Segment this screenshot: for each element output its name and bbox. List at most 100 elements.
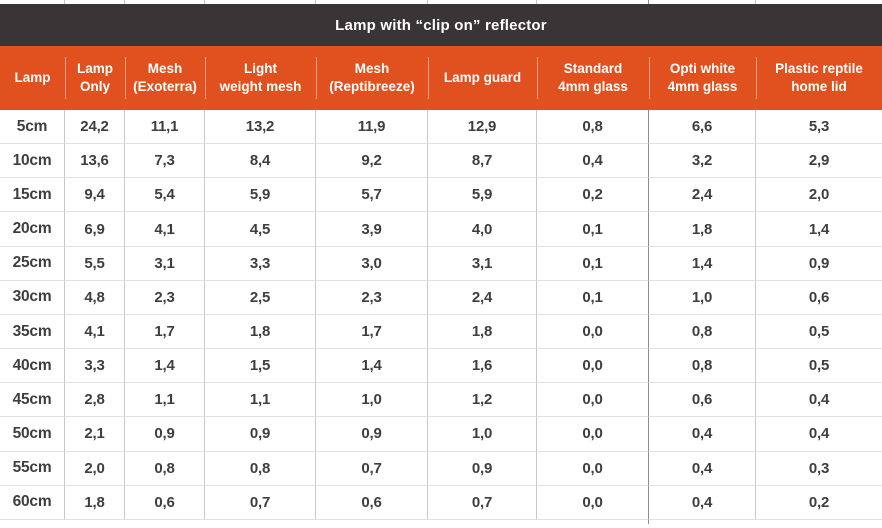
value-cell-15cm-light-weight-mesh: 5,9 bbox=[205, 178, 316, 213]
value-cell-60cm-opti-white-4mm-glass: 0,4 bbox=[649, 485, 756, 520]
value-cell-10cm-light-weight-mesh: 8,4 bbox=[205, 144, 316, 179]
table-body: 5cm 24,2 11,1 13,2 11,9 12,9 0,8 6,6 5,3 10cm 13,6… bbox=[0, 110, 882, 520]
value-cell-15cm-standard-4mm-glass: 0,2 bbox=[537, 178, 649, 213]
value-cell-50cm-lamp-guard: 1,0 bbox=[428, 417, 537, 452]
value-cell-25cm-light-weight-mesh: 3,3 bbox=[205, 246, 316, 281]
value-cell-30cm-lamp-guard: 2,4 bbox=[428, 280, 537, 315]
value-cell-35cm-mesh-reptibreeze: 1,7 bbox=[316, 314, 428, 350]
value-cell-45cm-lamp-only: 2,8 bbox=[65, 383, 125, 418]
column-border-tick bbox=[537, 0, 649, 4]
value-cell-35cm-mesh-exoterra: 1,7 bbox=[125, 314, 205, 350]
column-header-opti-white-4mm-glass: Opti white 4mm glass bbox=[649, 46, 757, 110]
value-cell-50cm-mesh-reptibreeze: 0,9 bbox=[316, 417, 428, 452]
value-cell-40cm-plastic-reptile-home-lid: 0,5 bbox=[756, 349, 882, 384]
value-cell-20cm-standard-4mm-glass: 0,1 bbox=[537, 212, 649, 247]
column-header-mesh-reptibreeze: Mesh (Reptibreeze) bbox=[316, 46, 429, 110]
value-cell-60cm-mesh-exoterra: 0,6 bbox=[125, 485, 205, 520]
value-cell-25cm-standard-4mm-glass: 0,1 bbox=[537, 246, 649, 281]
dark-divider-tick bbox=[648, 520, 649, 524]
value-cell-5cm-light-weight-mesh: 13,2 bbox=[205, 110, 316, 145]
row-label-10cm: 10cm bbox=[0, 144, 65, 179]
column-header-light-weight-mesh: Light weight mesh bbox=[205, 46, 317, 110]
value-cell-40cm-mesh-exoterra: 1,4 bbox=[125, 349, 205, 384]
value-cell-15cm-mesh-reptibreeze: 5,7 bbox=[316, 178, 428, 213]
value-cell-25cm-lamp-guard: 3,1 bbox=[428, 246, 537, 281]
value-cell-15cm-lamp-guard: 5,9 bbox=[428, 178, 537, 213]
value-cell-10cm-standard-4mm-glass: 0,4 bbox=[537, 144, 649, 179]
column-border-tick bbox=[65, 0, 125, 4]
value-cell-30cm-plastic-reptile-home-lid: 0,6 bbox=[756, 281, 882, 315]
value-cell-10cm-mesh-reptibreeze: 9,2 bbox=[316, 144, 428, 179]
value-cell-5cm-opti-white-4mm-glass: 6,6 bbox=[649, 110, 756, 145]
value-cell-45cm-light-weight-mesh: 1,1 bbox=[205, 383, 316, 418]
column-header-standard-4mm-glass: Standard 4mm glass bbox=[537, 46, 650, 110]
value-cell-35cm-opti-white-4mm-glass: 0,8 bbox=[649, 314, 756, 350]
column-border-tick bbox=[649, 0, 756, 4]
value-cell-55cm-plastic-reptile-home-lid: 0,3 bbox=[756, 452, 882, 486]
value-cell-50cm-light-weight-mesh: 0,9 bbox=[205, 417, 316, 452]
value-cell-45cm-opti-white-4mm-glass: 0,6 bbox=[649, 383, 756, 418]
value-cell-60cm-lamp-guard: 0,7 bbox=[428, 485, 537, 520]
value-cell-60cm-plastic-reptile-home-lid: 0,2 bbox=[756, 486, 882, 520]
value-cell-35cm-standard-4mm-glass: 0,0 bbox=[537, 314, 649, 350]
value-cell-20cm-lamp-guard: 4,0 bbox=[428, 212, 537, 247]
value-cell-30cm-mesh-exoterra: 2,3 bbox=[125, 280, 205, 315]
value-cell-25cm-mesh-exoterra: 3,1 bbox=[125, 246, 205, 281]
column-border-tick bbox=[316, 0, 428, 4]
value-cell-25cm-mesh-reptibreeze: 3,0 bbox=[316, 246, 428, 281]
value-cell-15cm-mesh-exoterra: 5,4 bbox=[125, 178, 205, 213]
value-cell-50cm-lamp-only: 2,1 bbox=[65, 417, 125, 452]
value-cell-25cm-lamp-only: 5,5 bbox=[65, 246, 125, 281]
value-cell-45cm-lamp-guard: 1,2 bbox=[428, 383, 537, 418]
column-header-plastic-reptile-home-lid: Plastic reptile home lid bbox=[775, 61, 863, 94]
value-cell-15cm-lamp-only: 9,4 bbox=[65, 178, 125, 213]
value-cell-35cm-lamp-guard: 1,8 bbox=[428, 314, 537, 350]
value-cell-20cm-mesh-reptibreeze: 3,9 bbox=[316, 212, 428, 247]
value-cell-20cm-lamp-only: 6,9 bbox=[65, 212, 125, 247]
value-cell-15cm-plastic-reptile-home-lid: 2,0 bbox=[756, 178, 882, 213]
value-cell-45cm-mesh-exoterra: 1,1 bbox=[125, 383, 205, 418]
value-cell-35cm-lamp-only: 4,1 bbox=[65, 314, 125, 350]
value-cell-50cm-plastic-reptile-home-lid: 0,4 bbox=[756, 417, 882, 452]
value-cell-45cm-mesh-reptibreeze: 1,0 bbox=[316, 383, 428, 418]
value-cell-10cm-lamp-guard: 8,7 bbox=[428, 144, 537, 179]
value-cell-5cm-lamp-guard: 12,9 bbox=[428, 110, 537, 145]
value-cell-35cm-plastic-reptile-home-lid: 0,5 bbox=[756, 315, 882, 350]
row-label-30cm: 30cm bbox=[0, 280, 65, 315]
value-cell-55cm-lamp-only: 2,0 bbox=[65, 451, 125, 486]
row-label-5cm: 5cm bbox=[0, 110, 65, 145]
top-table-edge bbox=[0, 0, 882, 4]
value-cell-40cm-lamp-only: 3,3 bbox=[65, 349, 125, 384]
column-border-tick bbox=[0, 0, 65, 4]
table-title-bar: Lamp with “clip on” reflector bbox=[0, 4, 882, 46]
column-border-tick bbox=[205, 0, 316, 4]
column-header-lamp-guard: Lamp guard bbox=[428, 46, 538, 110]
value-cell-5cm-mesh-reptibreeze: 11,9 bbox=[316, 110, 428, 145]
value-cell-55cm-lamp-guard: 0,9 bbox=[428, 451, 537, 486]
value-cell-30cm-lamp-only: 4,8 bbox=[65, 280, 125, 315]
value-cell-30cm-mesh-reptibreeze: 2,3 bbox=[316, 280, 428, 315]
value-cell-30cm-opti-white-4mm-glass: 1,0 bbox=[649, 280, 756, 315]
value-cell-60cm-mesh-reptibreeze: 0,6 bbox=[316, 485, 428, 520]
table-header-row: Lamp Lamp Only Mesh (Exoterra) Light weight… bbox=[0, 46, 882, 110]
value-cell-5cm-plastic-reptile-home-lid: 5,3 bbox=[756, 110, 882, 145]
column-border-tick bbox=[756, 0, 882, 4]
value-cell-10cm-mesh-exoterra: 7,3 bbox=[125, 144, 205, 179]
value-cell-20cm-light-weight-mesh: 4,5 bbox=[205, 212, 316, 247]
value-cell-40cm-light-weight-mesh: 1,5 bbox=[205, 349, 316, 384]
row-label-20cm: 20cm bbox=[0, 212, 65, 247]
value-cell-40cm-standard-4mm-glass: 0,0 bbox=[537, 349, 649, 384]
row-label-15cm: 15cm bbox=[0, 178, 65, 213]
value-cell-50cm-opti-white-4mm-glass: 0,4 bbox=[649, 417, 756, 452]
value-cell-25cm-plastic-reptile-home-lid: 0,9 bbox=[756, 247, 882, 281]
value-cell-30cm-light-weight-mesh: 2,5 bbox=[205, 280, 316, 315]
row-label-60cm: 60cm bbox=[0, 485, 65, 520]
bottom-table-edge bbox=[0, 520, 882, 528]
row-label-50cm: 50cm bbox=[0, 417, 65, 452]
column-header-lamp: Lamp bbox=[0, 46, 66, 110]
value-cell-55cm-light-weight-mesh: 0,8 bbox=[205, 451, 316, 486]
value-cell-10cm-opti-white-4mm-glass: 3,2 bbox=[649, 144, 756, 179]
value-cell-20cm-opti-white-4mm-glass: 1,8 bbox=[649, 212, 756, 247]
row-label-55cm: 55cm bbox=[0, 451, 65, 486]
value-cell-30cm-standard-4mm-glass: 0,1 bbox=[537, 280, 649, 315]
